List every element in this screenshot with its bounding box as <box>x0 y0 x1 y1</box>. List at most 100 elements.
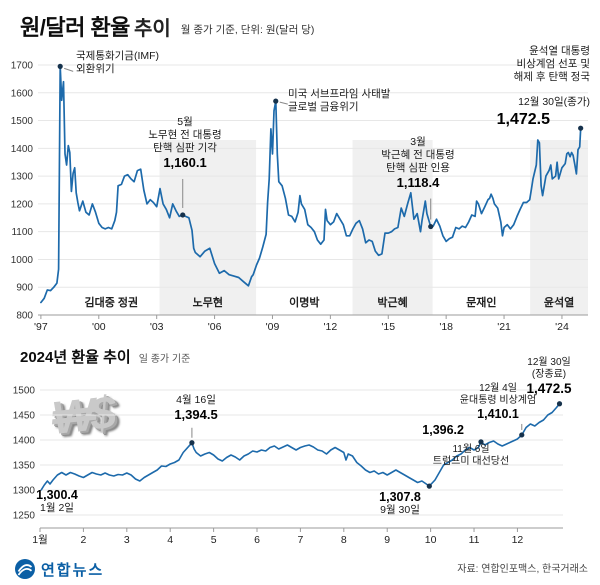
annotation-value: 1,394.5 <box>174 407 218 422</box>
svg-text:'97: '97 <box>34 321 48 333</box>
annotation-nov-value: 1,396.2 <box>404 422 464 438</box>
annotation-text: 노무현 전 대통령 <box>148 129 222 141</box>
annotation-text: 국제통화기금(IMF) <box>76 50 160 62</box>
annotation-martial-law: 12월 4일 윤대통령 비상계엄 1,410.1 <box>450 383 546 422</box>
annotation-sep-low: 1,307.8 9월 30일 <box>368 490 432 517</box>
annotation-roh-impeachment: 5월 노무현 전 대통령 탄핵 심판 기각 1,160.1 <box>142 116 228 171</box>
annotation-text: 트럼프미 대선당선 <box>432 456 510 467</box>
svg-text:1700: 1700 <box>11 61 34 72</box>
svg-text:1100: 1100 <box>11 227 33 238</box>
svg-text:2: 2 <box>80 534 86 546</box>
annotation-value: 1,410.1 <box>477 407 519 421</box>
svg-text:'09: '09 <box>266 321 280 333</box>
annotation-value: 1,300.4 <box>36 488 78 502</box>
svg-text:1400: 1400 <box>11 144 34 155</box>
svg-text:1250: 1250 <box>13 511 36 522</box>
annotation-text: 5월 <box>177 116 193 128</box>
annotation-value: 1,472.5 <box>496 111 550 128</box>
svg-text:1450: 1450 <box>13 411 36 422</box>
annotation-text: 3월 <box>410 136 426 148</box>
svg-text:'15: '15 <box>381 321 395 333</box>
svg-text:1500: 1500 <box>13 386 36 397</box>
annotation-date: 4월 16일 <box>176 394 216 406</box>
long-term-line-chart: 800 900 1000 1100 1200 1300 1400 1500 1600 1700 '9… <box>11 61 588 333</box>
page-title-suffix: 추이 <box>133 18 171 40</box>
annotation-dec30-close: 12월 30일 (장종료) 1,472.5 <box>505 357 593 397</box>
chart-2024-basis: 일 종가 기준 <box>138 354 191 365</box>
svg-text:10: 10 <box>425 534 437 546</box>
svg-text:900: 900 <box>16 283 33 294</box>
source-credit: 자료: 연합인포맥스, 한국거래소 <box>457 564 588 575</box>
chart-2024-header: 2024년 환율 추이 일 종가 기준 <box>20 346 190 367</box>
svg-text:'12: '12 <box>324 321 338 333</box>
svg-text:1300: 1300 <box>13 486 36 497</box>
svg-text:1200: 1200 <box>11 199 34 210</box>
yonhap-logo-icon <box>15 559 35 579</box>
annotation-value: 1,160.1 <box>163 155 207 170</box>
svg-text:1600: 1600 <box>11 88 34 99</box>
annotation-imf-crisis: 국제통화기금(IMF) 외환위기 <box>76 50 159 76</box>
svg-text:9: 9 <box>384 534 390 546</box>
annotation-value: 1,396.2 <box>422 423 464 437</box>
header: 원/달러 환율 추이 월 종가 기준, 단위: 원(달러 당) <box>20 10 314 42</box>
annotation-text: 해제 후 탄핵 정국 <box>513 71 590 83</box>
svg-text:노무현: 노무현 <box>193 295 223 309</box>
footer: 연합뉴스 자료: 연합인포맥스, 한국거래소 <box>0 552 600 585</box>
svg-text:5: 5 <box>211 534 217 546</box>
svg-text:'03: '03 <box>150 321 164 333</box>
annotation-text: 탄핵 심판 기각 <box>153 142 217 154</box>
svg-text:'06: '06 <box>208 321 222 333</box>
annotation-text: 윤대통령 비상계엄 <box>459 395 537 406</box>
svg-text:박근혜: 박근혜 <box>377 295 407 309</box>
annotation-jan-open: 1,300.4 1월 2일 <box>26 488 88 515</box>
svg-text:7: 7 <box>297 534 303 546</box>
svg-text:문재인: 문재인 <box>466 295 496 309</box>
title-note: 월 종가 기준, 단위: 원(달러 당) <box>180 24 315 36</box>
svg-text:800: 800 <box>16 311 33 322</box>
annotation-text: 외환위기 <box>76 63 115 75</box>
svg-text:11: 11 <box>469 534 480 546</box>
svg-text:윤석열: 윤석열 <box>544 295 574 309</box>
annotation-apr-peak: 4월 16일 1,394.5 <box>158 394 234 423</box>
svg-text:12: 12 <box>512 534 524 546</box>
chart-2024-title: 2024년 환율 추이 <box>20 349 131 366</box>
annotation-text: 비상계엄 선포 및 <box>516 58 590 70</box>
daily-line-chart: 1250 1300 1350 1400 1450 1500 1월 2 3 4 5 6 7 8 9 10 11 12 <box>13 386 563 546</box>
svg-text:3: 3 <box>124 534 130 546</box>
annotation-value: 1,307.8 <box>379 490 421 504</box>
svg-text:'24: '24 <box>555 321 569 333</box>
annotation-value: 1,472.5 <box>526 381 572 396</box>
annotation-date: 11월 6일 <box>452 444 490 455</box>
svg-text:'18: '18 <box>439 321 453 333</box>
annotation-text: (장종료) <box>531 369 567 380</box>
yonhap-logo-text: 연합뉴스 <box>41 561 105 579</box>
annotation-date: 12월 30일 <box>527 357 571 368</box>
svg-text:1400: 1400 <box>13 436 36 447</box>
annotation-text: 미국 서브프라임 사태발 <box>288 88 391 100</box>
annotation-text: 탄핵 심판 인용 <box>386 162 450 174</box>
svg-text:1300: 1300 <box>11 172 34 183</box>
svg-text:이명박: 이명박 <box>289 295 319 309</box>
annotation-trump-election: 11월 6일 트럼프미 대선당선 <box>423 444 519 468</box>
svg-text:'21: '21 <box>497 321 511 333</box>
svg-text:8: 8 <box>341 534 347 546</box>
annotation-date: 9월 30일 <box>380 504 420 516</box>
page-title: 원/달러 환율 <box>20 15 130 40</box>
svg-text:1월: 1월 <box>32 534 48 546</box>
svg-text:1350: 1350 <box>13 461 36 472</box>
annotation-text: 윤석열 대통령 <box>529 45 590 57</box>
annotation-park-impeachment: 3월 박근혜 전 대통령 탄핵 심판 인용 1,118.4 <box>370 136 466 191</box>
annotation-text: 박근혜 전 대통령 <box>381 149 455 161</box>
svg-text:1500: 1500 <box>11 116 34 127</box>
annotation-date: 1월 2일 <box>40 502 74 514</box>
svg-text:6: 6 <box>254 534 260 546</box>
svg-text:'00: '00 <box>92 321 106 333</box>
annotation-date: 12월 30일(종가) <box>518 96 590 108</box>
svg-text:1000: 1000 <box>11 255 34 266</box>
annotation-value: 1,118.4 <box>396 175 440 190</box>
annotation-date: 12월 4일 <box>479 383 517 394</box>
svg-text:김대중 정권: 김대중 정권 <box>85 295 139 309</box>
yonhap-logo: 연합뉴스 <box>14 558 104 580</box>
svg-text:4: 4 <box>167 534 173 546</box>
